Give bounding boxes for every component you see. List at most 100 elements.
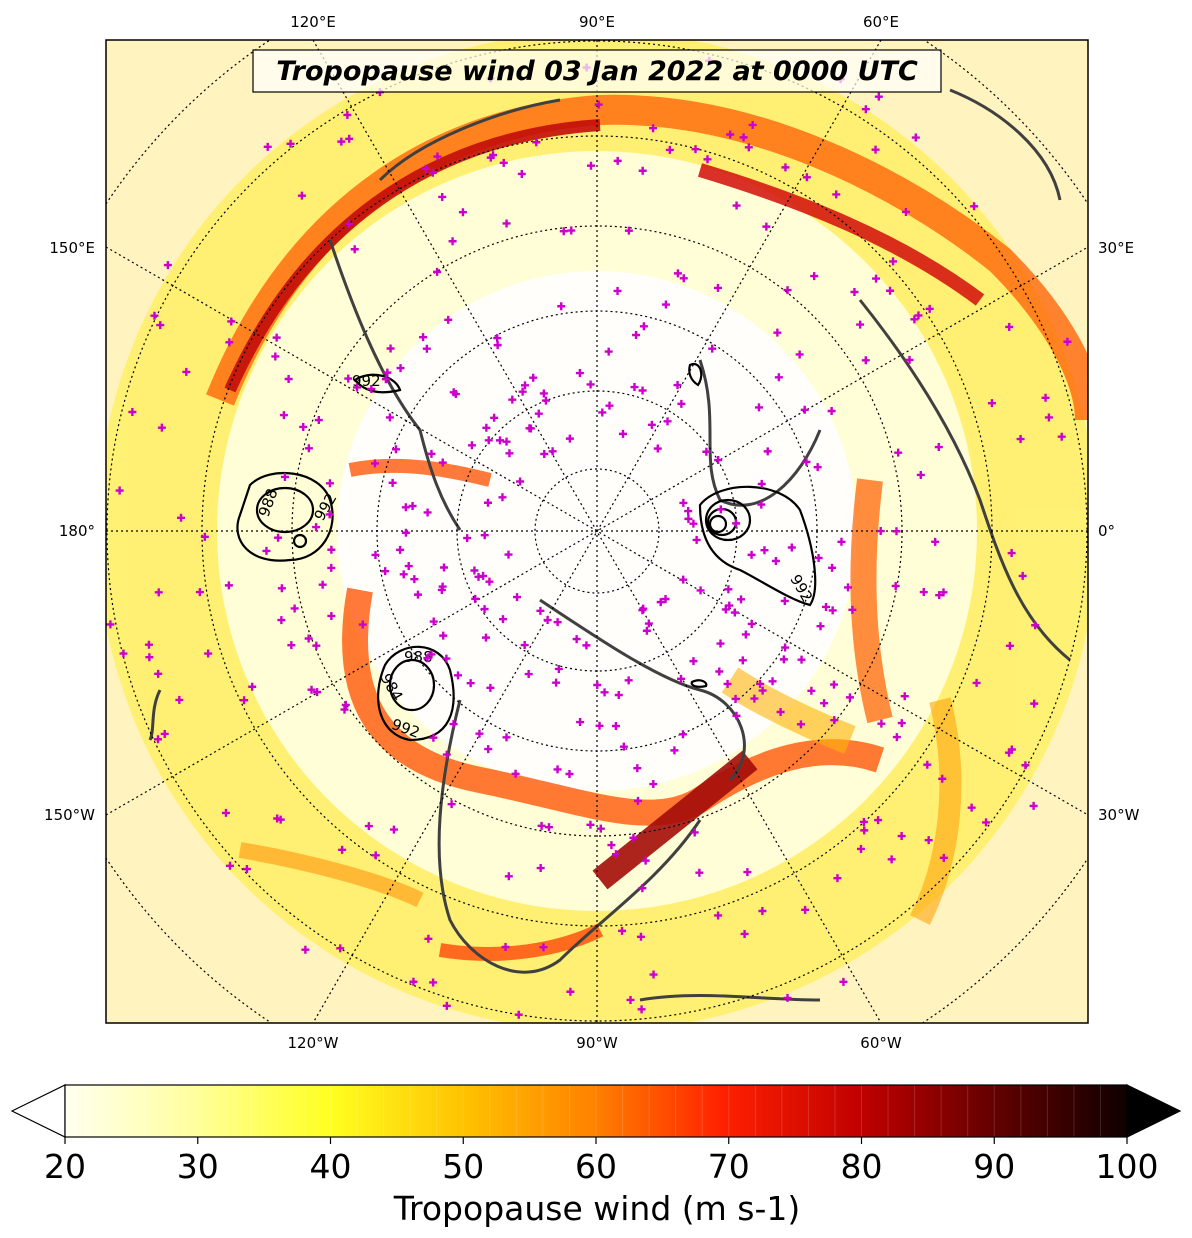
- station-marker: [618, 429, 627, 438]
- station-marker: [438, 458, 447, 467]
- station-marker: [901, 207, 910, 216]
- contour-label: 992: [352, 372, 381, 390]
- station-marker: [629, 833, 638, 842]
- station-marker: [526, 424, 535, 433]
- station-marker: [605, 401, 614, 410]
- station-marker: [738, 656, 747, 665]
- station-marker: [422, 344, 431, 353]
- station-marker: [344, 374, 353, 383]
- station-marker: [195, 588, 204, 597]
- station-marker: [754, 403, 763, 412]
- station-marker: [1044, 413, 1053, 422]
- station-marker: [910, 315, 919, 324]
- station-marker: [925, 304, 934, 313]
- station-marker: [748, 120, 757, 129]
- station-marker: [482, 423, 491, 432]
- station-marker: [726, 130, 735, 139]
- station-marker: [350, 245, 359, 254]
- station-marker: [502, 219, 511, 228]
- station-marker: [886, 286, 895, 295]
- station-marker: [1016, 435, 1025, 444]
- station-marker: [679, 575, 688, 584]
- station-marker: [638, 884, 647, 893]
- station-marker: [934, 443, 943, 452]
- station-marker: [594, 100, 603, 109]
- colorbar-tick-label: 50: [442, 1147, 484, 1186]
- station-marker: [438, 192, 447, 201]
- station-marker: [642, 626, 651, 635]
- station-marker: [914, 311, 923, 320]
- station-marker: [312, 523, 321, 532]
- station-marker: [633, 764, 642, 773]
- station-marker: [872, 274, 881, 283]
- station-marker: [747, 619, 756, 628]
- station-marker: [702, 447, 711, 456]
- station-marker: [502, 733, 511, 742]
- station-marker: [820, 699, 829, 708]
- station-marker: [262, 546, 271, 555]
- station-marker: [938, 774, 947, 783]
- station-marker: [537, 821, 546, 830]
- station-marker: [673, 269, 682, 278]
- map-frame: [105, 39, 1089, 1024]
- station-marker: [279, 411, 288, 420]
- contour-992-north: [353, 373, 402, 394]
- station-marker: [204, 649, 213, 658]
- station-marker: [150, 311, 159, 320]
- station-marker: [916, 470, 925, 479]
- station-marker: [501, 943, 510, 952]
- colorbar-tick-label: 100: [1096, 1147, 1159, 1186]
- station-marker: [931, 537, 940, 546]
- station-markers: [106, 56, 1072, 1019]
- lon-label-top: 90°E: [579, 13, 615, 31]
- station-marker: [871, 145, 880, 154]
- station-marker: [665, 145, 674, 154]
- station-marker: [383, 368, 392, 377]
- contour-low-gulf-alaska: [377, 645, 455, 742]
- station-marker: [327, 545, 336, 554]
- station-marker: [539, 389, 548, 398]
- station-marker: [276, 815, 285, 824]
- station-marker: [607, 841, 616, 850]
- station-marker: [757, 479, 766, 488]
- colorbar-tick-label: 80: [841, 1147, 883, 1186]
- station-marker: [516, 477, 525, 486]
- colorbar-tick-label: 70: [708, 1147, 750, 1186]
- station-marker: [156, 321, 165, 330]
- station-marker: [987, 399, 996, 408]
- station-marker: [758, 686, 767, 695]
- station-marker: [177, 513, 186, 522]
- station-marker: [653, 444, 662, 453]
- station-marker: [458, 208, 467, 217]
- lon-label-left: 150°W: [44, 806, 95, 824]
- station-marker: [624, 226, 633, 235]
- contour-label: 988: [404, 648, 433, 666]
- station-marker: [336, 944, 345, 953]
- station-marker: [467, 441, 476, 450]
- station-marker: [596, 824, 605, 833]
- station-marker: [439, 563, 448, 572]
- station-marker: [367, 384, 376, 393]
- station-marker: [859, 817, 868, 826]
- station-marker: [1057, 432, 1066, 441]
- station-marker: [593, 680, 602, 689]
- station-marker: [844, 583, 853, 592]
- station-marker: [490, 413, 499, 422]
- station-marker: [287, 641, 296, 650]
- station-marker: [381, 567, 390, 576]
- station-marker: [399, 570, 408, 579]
- station-marker: [636, 932, 645, 941]
- lon-label-left: 180°: [59, 522, 95, 540]
- station-marker: [716, 639, 725, 648]
- station-marker: [970, 202, 979, 211]
- station-marker: [318, 580, 327, 589]
- station-marker: [277, 616, 286, 625]
- station-marker: [679, 274, 688, 283]
- station-marker: [816, 622, 825, 631]
- station-marker: [429, 617, 438, 626]
- station-marker: [1007, 745, 1016, 754]
- station-marker: [695, 868, 704, 877]
- station-marker: [314, 416, 323, 425]
- station-marker: [505, 449, 514, 458]
